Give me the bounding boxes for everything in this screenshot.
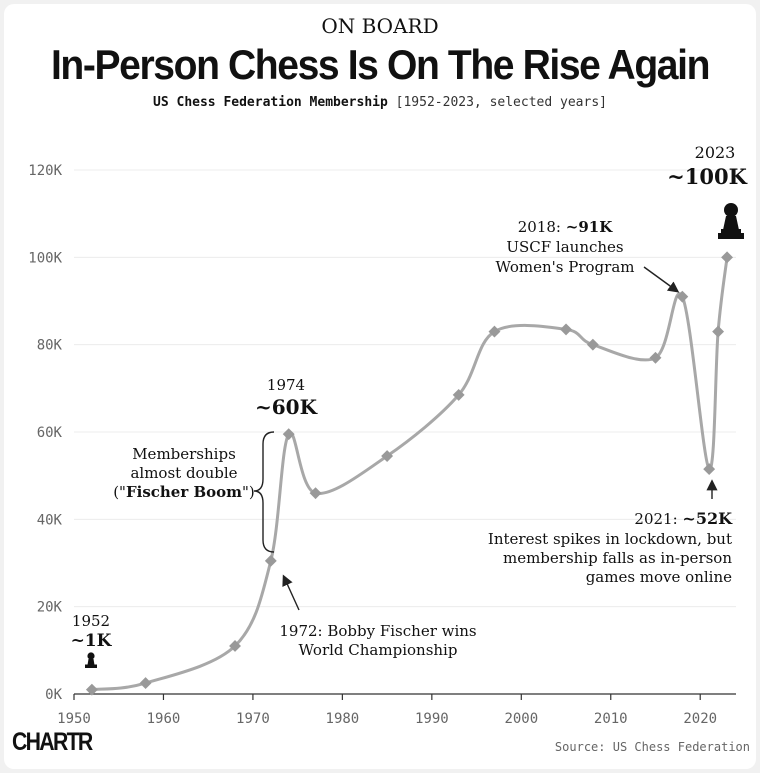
annotation-2018-line1: 2018: ~91K: [518, 218, 613, 236]
annotation-1974-value: ~60K: [255, 395, 318, 419]
boom-line1: Memberships: [132, 445, 236, 463]
data-point: [139, 677, 152, 690]
y-tick-label: 0K: [45, 687, 62, 703]
arrow-1972: [282, 574, 300, 611]
annotation-2021-line2: Interest spikes in lockdown, but: [488, 530, 732, 548]
y-tick-label: 120K: [28, 163, 62, 179]
pawn-icon: [718, 203, 744, 239]
chartr-logo: CHARTR: [12, 728, 93, 756]
data-point: [721, 251, 733, 264]
x-tick-label: 1960: [147, 711, 181, 727]
data-point: [452, 388, 465, 401]
data-point: [560, 323, 572, 336]
y-tick-label: 40K: [37, 512, 63, 528]
annotation-1952-value: ~1K: [71, 631, 113, 651]
data-point: [381, 450, 394, 462]
annotation-1972-line2: World Championship: [299, 641, 458, 659]
x-tick-label: 2010: [594, 711, 628, 727]
y-tick-label: 100K: [28, 250, 62, 266]
boom-line2: almost double: [130, 464, 237, 482]
annotation-2021-line4: games move online: [586, 568, 732, 586]
brace: [253, 431, 275, 553]
annotation-1972-line1: 1972: Bobby Fischer wins: [279, 622, 476, 640]
annotation-1952-year: 1952: [72, 612, 110, 630]
annotation-2021-line1: 2021: ~52K: [634, 509, 733, 528]
x-tick-label: 2000: [504, 711, 538, 727]
data-point: [309, 487, 322, 500]
annotation-2021-line3: membership falls as in-person: [503, 549, 732, 567]
x-tick-label: 1950: [57, 711, 91, 727]
x-tick-label: 1990: [415, 711, 449, 727]
pawn-icon: [85, 652, 97, 668]
chart-subtitle: US Chess Federation Membership [1952-202…: [4, 95, 756, 110]
data-point: [676, 290, 689, 303]
y-tick-label: 80K: [37, 338, 63, 354]
data-points: [85, 251, 733, 696]
data-point: [264, 554, 277, 567]
series-line: [91, 257, 729, 692]
chart-title: In-Person Chess Is On The Rise Again: [50, 41, 710, 88]
data-point: [703, 463, 716, 476]
subtitle-range: [1952-2023, selected years]: [395, 95, 607, 110]
source-note: Source: US Chess Federation: [554, 740, 750, 754]
x-tick-label: 2020: [683, 711, 717, 727]
line-chart: 0K 20K 40K 60K 80K 100K 120K 1950 1960 1970 1980 19…: [28, 143, 747, 727]
data-point: [488, 325, 501, 338]
x-tick-label: 1970: [236, 711, 270, 727]
axes: 0K 20K 40K 60K 80K 100K 120K 1950 1960 1970 1980 19…: [28, 163, 736, 727]
membership-line: [91, 257, 729, 692]
data-point: [586, 338, 599, 351]
subtitle-main: US Chess Federation Membership: [153, 95, 388, 110]
data-point: [712, 325, 725, 338]
arrow-2018: [643, 266, 680, 293]
data-point: [85, 683, 98, 696]
annotation-2018-line3: Women's Program: [495, 258, 634, 276]
annotation-2018-line2: USCF launches: [506, 238, 623, 256]
boom-line3: ("Fischer Boom"): [113, 483, 255, 501]
chart-card: ON BOARD In-Person Chess Is On The Rise …: [4, 4, 756, 769]
annotation-2023-year: 2023: [695, 143, 736, 162]
kicker: ON BOARD: [321, 14, 439, 38]
x-tick-label: 1980: [326, 711, 360, 727]
annotation-1974-year: 1974: [267, 376, 305, 394]
annotation-2023-value: ~100K: [667, 164, 747, 189]
grid: [74, 169, 736, 608]
data-point: [282, 428, 295, 441]
y-tick-label: 60K: [37, 425, 63, 441]
y-tick-label: 20K: [37, 600, 63, 616]
